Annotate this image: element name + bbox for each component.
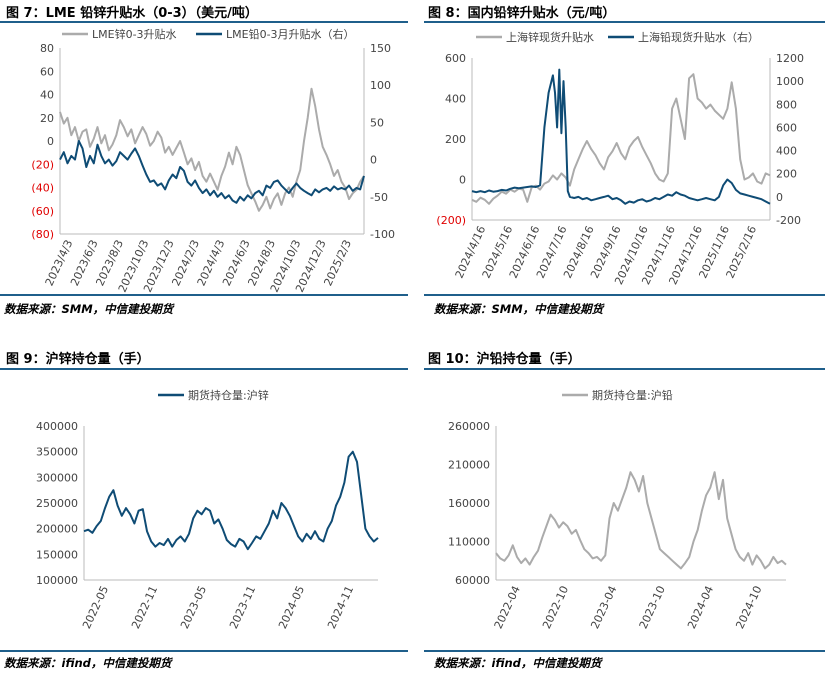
x-tick-label: 2023-11 bbox=[227, 584, 258, 631]
source-rule bbox=[424, 294, 825, 296]
y-tick-label: 210000 bbox=[448, 459, 490, 472]
source-note: 数据来源：ifind，中信建投期货 bbox=[434, 656, 602, 670]
series-line-0 bbox=[495, 471, 787, 570]
legend-label: 上海锌现货升贴水 bbox=[506, 30, 594, 44]
title-rule bbox=[0, 368, 408, 370]
y-right-tick-label: -100 bbox=[370, 228, 395, 241]
y-tick-label: (80) bbox=[31, 228, 54, 241]
legend-label: 期货持仓量:沪铅 bbox=[592, 388, 673, 402]
source-note: 数据来源：ifind，中信建投期货 bbox=[4, 656, 172, 670]
y-tick-label: 0 bbox=[459, 174, 466, 187]
legend-label: 期货持仓量:沪锌 bbox=[188, 388, 269, 402]
y-tick-label: 100000 bbox=[36, 574, 78, 587]
y-right-tick-label: 1000 bbox=[776, 75, 804, 88]
y-right-tick-label: 600 bbox=[776, 121, 797, 134]
source-note: 数据来源：SMM，中信建投期货 bbox=[4, 302, 174, 316]
chart-zinc-open-interest: 400000 350000 300000 250000 200000 150000 1000… bbox=[36, 388, 379, 631]
y-right-tick-label: 0 bbox=[776, 191, 783, 204]
series-line-0 bbox=[59, 87, 365, 212]
y-tick-label: 20 bbox=[40, 112, 54, 125]
y-tick-label: 0 bbox=[47, 135, 54, 148]
x-tick-label: 2024-05 bbox=[276, 584, 307, 631]
series-line-1 bbox=[59, 140, 365, 204]
y-right-tick-label: 800 bbox=[776, 98, 797, 111]
legend-label: LME铅0-3月升贴水（右） bbox=[226, 27, 355, 41]
y-tick-label: 40 bbox=[40, 89, 54, 102]
chart-title: 图 9：沪锌持仓量（手） bbox=[6, 352, 150, 367]
x-tick-label: 2022-05 bbox=[80, 584, 111, 631]
y-tick-label: 400000 bbox=[36, 420, 78, 433]
x-tick-label: 2024-10 bbox=[733, 584, 764, 631]
series-line-1 bbox=[471, 68, 771, 205]
source-rule bbox=[0, 294, 408, 296]
y-tick-label: (200) bbox=[436, 214, 466, 227]
x-tick-label: 2023-10 bbox=[637, 584, 668, 631]
y-right-tick-label: 50 bbox=[370, 116, 384, 129]
y-right-tick-label: 200 bbox=[776, 168, 797, 181]
title-rule bbox=[424, 368, 825, 370]
y-right-tick-label: 100 bbox=[370, 79, 391, 92]
x-tick-label: 2024-04 bbox=[685, 584, 716, 631]
chart-title: 图 8：国内铅锌升贴水（元/吨） bbox=[428, 6, 616, 21]
legend-label: LME锌0-3升贴水 bbox=[92, 27, 177, 41]
y-right-tick-label: 1200 bbox=[776, 52, 804, 65]
y-tick-label: 110000 bbox=[448, 536, 490, 549]
y-tick-label: 80 bbox=[40, 42, 54, 55]
x-tick-label: 2022-04 bbox=[492, 584, 523, 631]
title-rule bbox=[0, 21, 408, 23]
y-tick-label: 200000 bbox=[36, 523, 78, 536]
chart-lme-spread: 80 60 40 20 0 (20) (40) (60) (80) 150 100 50 0 -50 -10… bbox=[31, 27, 395, 294]
y-tick-label: 160000 bbox=[448, 497, 490, 510]
chart-title: 图 10：沪铅持仓量（手） bbox=[428, 352, 581, 367]
chart-title: 图 7：LME 铅锌升贴水（0-3）（美元/吨） bbox=[6, 6, 258, 21]
y-tick-label: 60000 bbox=[455, 574, 490, 587]
y-tick-label: 300000 bbox=[36, 471, 78, 484]
y-tick-label: (60) bbox=[31, 205, 54, 218]
y-tick-label: 350000 bbox=[36, 446, 78, 459]
x-tick-label: 2022-10 bbox=[540, 584, 571, 631]
y-tick-label: 250000 bbox=[36, 497, 78, 510]
series-line-0 bbox=[471, 73, 771, 205]
source-note: 数据来源：SMM，中信建投期货 bbox=[434, 302, 604, 316]
y-tick-label: 600 bbox=[445, 52, 466, 65]
y-tick-label: (40) bbox=[31, 182, 54, 195]
series-line-0 bbox=[83, 450, 379, 551]
y-right-tick-label: 0 bbox=[370, 154, 377, 167]
y-right-tick-label: -200 bbox=[776, 214, 801, 227]
y-tick-label: 60 bbox=[40, 65, 54, 78]
legend-label: 上海铅现货升贴水（右） bbox=[638, 30, 759, 44]
chart-domestic-spread: 600 400 200 0 (200) 1200 1000 800 600 400 200 0 -200… bbox=[436, 30, 804, 287]
y-tick-label: 200 bbox=[445, 133, 466, 146]
source-rule bbox=[424, 650, 825, 652]
y-tick-label: 400 bbox=[445, 93, 466, 106]
x-tick-label: 2024-11 bbox=[325, 584, 356, 631]
y-tick-label: 260000 bbox=[448, 420, 490, 433]
y-right-tick-label: -50 bbox=[370, 191, 388, 204]
y-tick-label: 150000 bbox=[36, 548, 78, 561]
y-right-tick-label: 150 bbox=[370, 42, 391, 55]
title-rule bbox=[424, 21, 825, 23]
x-tick-label: 2022-11 bbox=[129, 584, 160, 631]
x-tick-label: 2023-04 bbox=[588, 584, 619, 631]
source-rule bbox=[0, 650, 408, 652]
x-tick-label: 2023-05 bbox=[178, 584, 209, 631]
y-tick-label: (20) bbox=[31, 158, 54, 171]
y-right-tick-label: 400 bbox=[776, 145, 797, 158]
